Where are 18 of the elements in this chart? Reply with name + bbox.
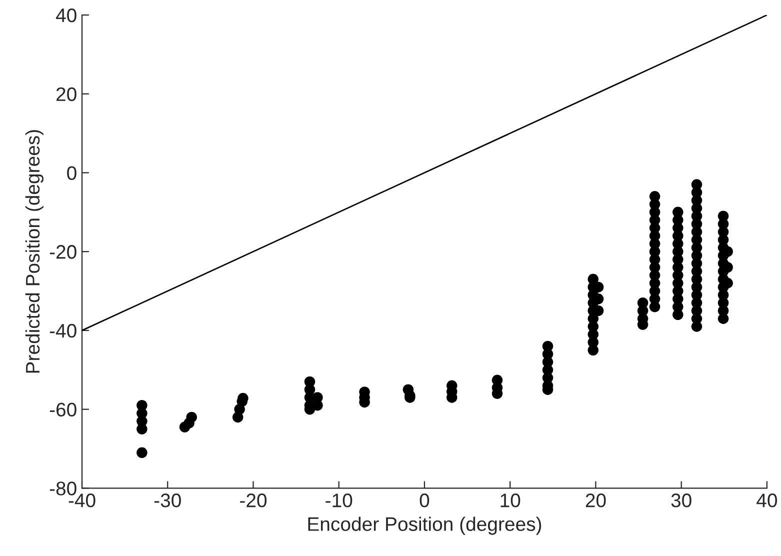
y-tick-label: 40 <box>56 8 76 22</box>
x-tick-label: 20 <box>586 494 606 508</box>
x-axis-title: Encoder Position (degrees) <box>308 516 542 535</box>
x-tick-label: 0 <box>420 494 430 508</box>
y-tick-label: 20 <box>56 87 76 102</box>
x-tick-label: 10 <box>500 494 520 508</box>
y-tick-label: -80 <box>50 482 76 496</box>
x-tick-label: 30 <box>671 494 692 508</box>
y-tick-label: -40 <box>50 324 76 338</box>
x-tick-label: -20 <box>240 494 267 508</box>
y-tick-label: 0 <box>67 166 76 180</box>
y-tick-label: -20 <box>50 245 76 259</box>
y-tick-label: -60 <box>50 402 76 417</box>
x-tick-label: -10 <box>326 494 352 508</box>
x-tick-label: -40 <box>68 494 96 508</box>
x-tick-label: -30 <box>154 494 181 508</box>
y-axis-title: Predicted Position (degrees) <box>25 130 44 373</box>
x-tick-label: 40 <box>756 494 777 508</box>
